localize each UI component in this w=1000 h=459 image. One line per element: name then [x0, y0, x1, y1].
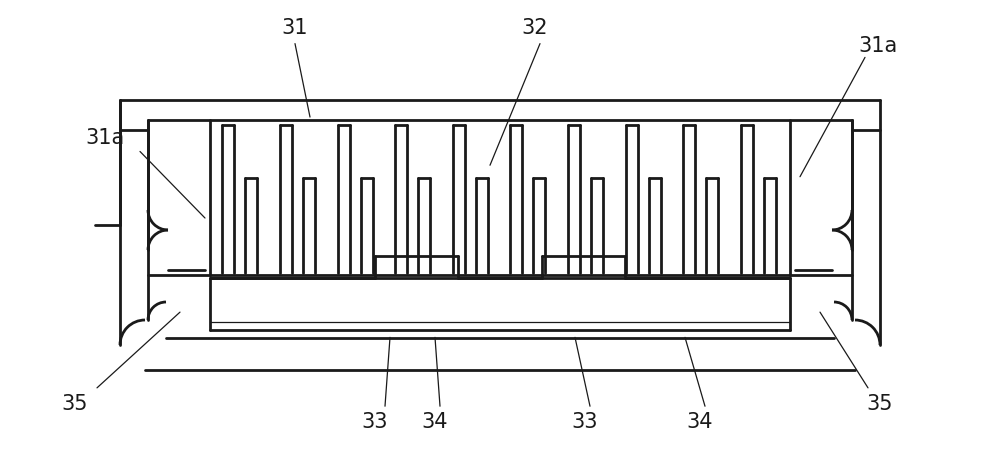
Text: 35: 35 — [867, 394, 893, 414]
Text: 34: 34 — [687, 412, 713, 432]
Text: 35: 35 — [62, 394, 88, 414]
Text: 34: 34 — [422, 412, 448, 432]
Text: 33: 33 — [362, 412, 388, 432]
Text: 31: 31 — [282, 17, 308, 38]
Text: 31a: 31a — [858, 36, 898, 56]
Text: 31a: 31a — [85, 128, 125, 148]
Text: 32: 32 — [522, 17, 548, 38]
Text: 33: 33 — [572, 412, 598, 432]
